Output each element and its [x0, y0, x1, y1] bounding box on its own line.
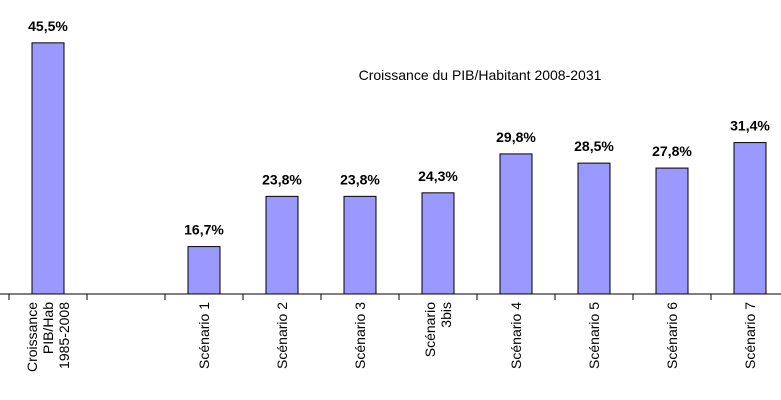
value-label: 23,8%: [340, 171, 380, 187]
label-line: PIB/Hab: [40, 302, 56, 354]
x-tick-label: Scénario3bis: [422, 302, 454, 357]
label-line: Scénario 4: [508, 302, 524, 369]
bar: [265, 195, 299, 295]
value-label: 27,8%: [652, 143, 692, 159]
bar: [733, 142, 767, 295]
bar: [343, 195, 377, 295]
x-tick-label: Scénario 6: [664, 302, 680, 369]
chart-title: Croissance du PIB/Habitant 2008-2031: [359, 67, 602, 83]
bar: [499, 153, 533, 295]
bar: [31, 42, 65, 295]
x-tick-label: Scénario 7: [742, 302, 758, 369]
label-line: Scénario: [422, 302, 438, 357]
x-tick-label: Scénario 5: [586, 302, 602, 369]
value-label: 29,8%: [496, 129, 536, 145]
value-label: 45,5%: [28, 18, 68, 34]
bar: [421, 192, 455, 295]
value-label: 24,3%: [418, 168, 458, 184]
label-line: 1985-2008: [56, 302, 72, 369]
x-tick-label: Scénario 2: [274, 302, 290, 369]
x-tick-label: Scénario 1: [196, 302, 212, 369]
label-line: Croissance: [24, 302, 40, 372]
value-label: 28,5%: [574, 138, 614, 154]
label-line: Scénario 5: [586, 302, 602, 369]
bar: [187, 246, 221, 295]
x-tick-label: CroissancePIB/Hab1985-2008: [24, 302, 72, 372]
label-line: Scénario 6: [664, 302, 680, 369]
value-label: 31,4%: [730, 118, 770, 134]
x-tick-label: Scénario 4: [508, 302, 524, 369]
label-line: Scénario 1: [196, 302, 212, 369]
label-line: 3bis: [438, 302, 454, 328]
value-label: 16,7%: [184, 222, 224, 238]
bar: [655, 167, 689, 295]
label-line: Scénario 3: [352, 302, 368, 369]
x-tick-label: Scénario 3: [352, 302, 368, 369]
bar: [577, 162, 611, 295]
label-line: Scénario 7: [742, 302, 758, 369]
label-line: Scénario 2: [274, 302, 290, 369]
value-label: 23,8%: [262, 171, 302, 187]
